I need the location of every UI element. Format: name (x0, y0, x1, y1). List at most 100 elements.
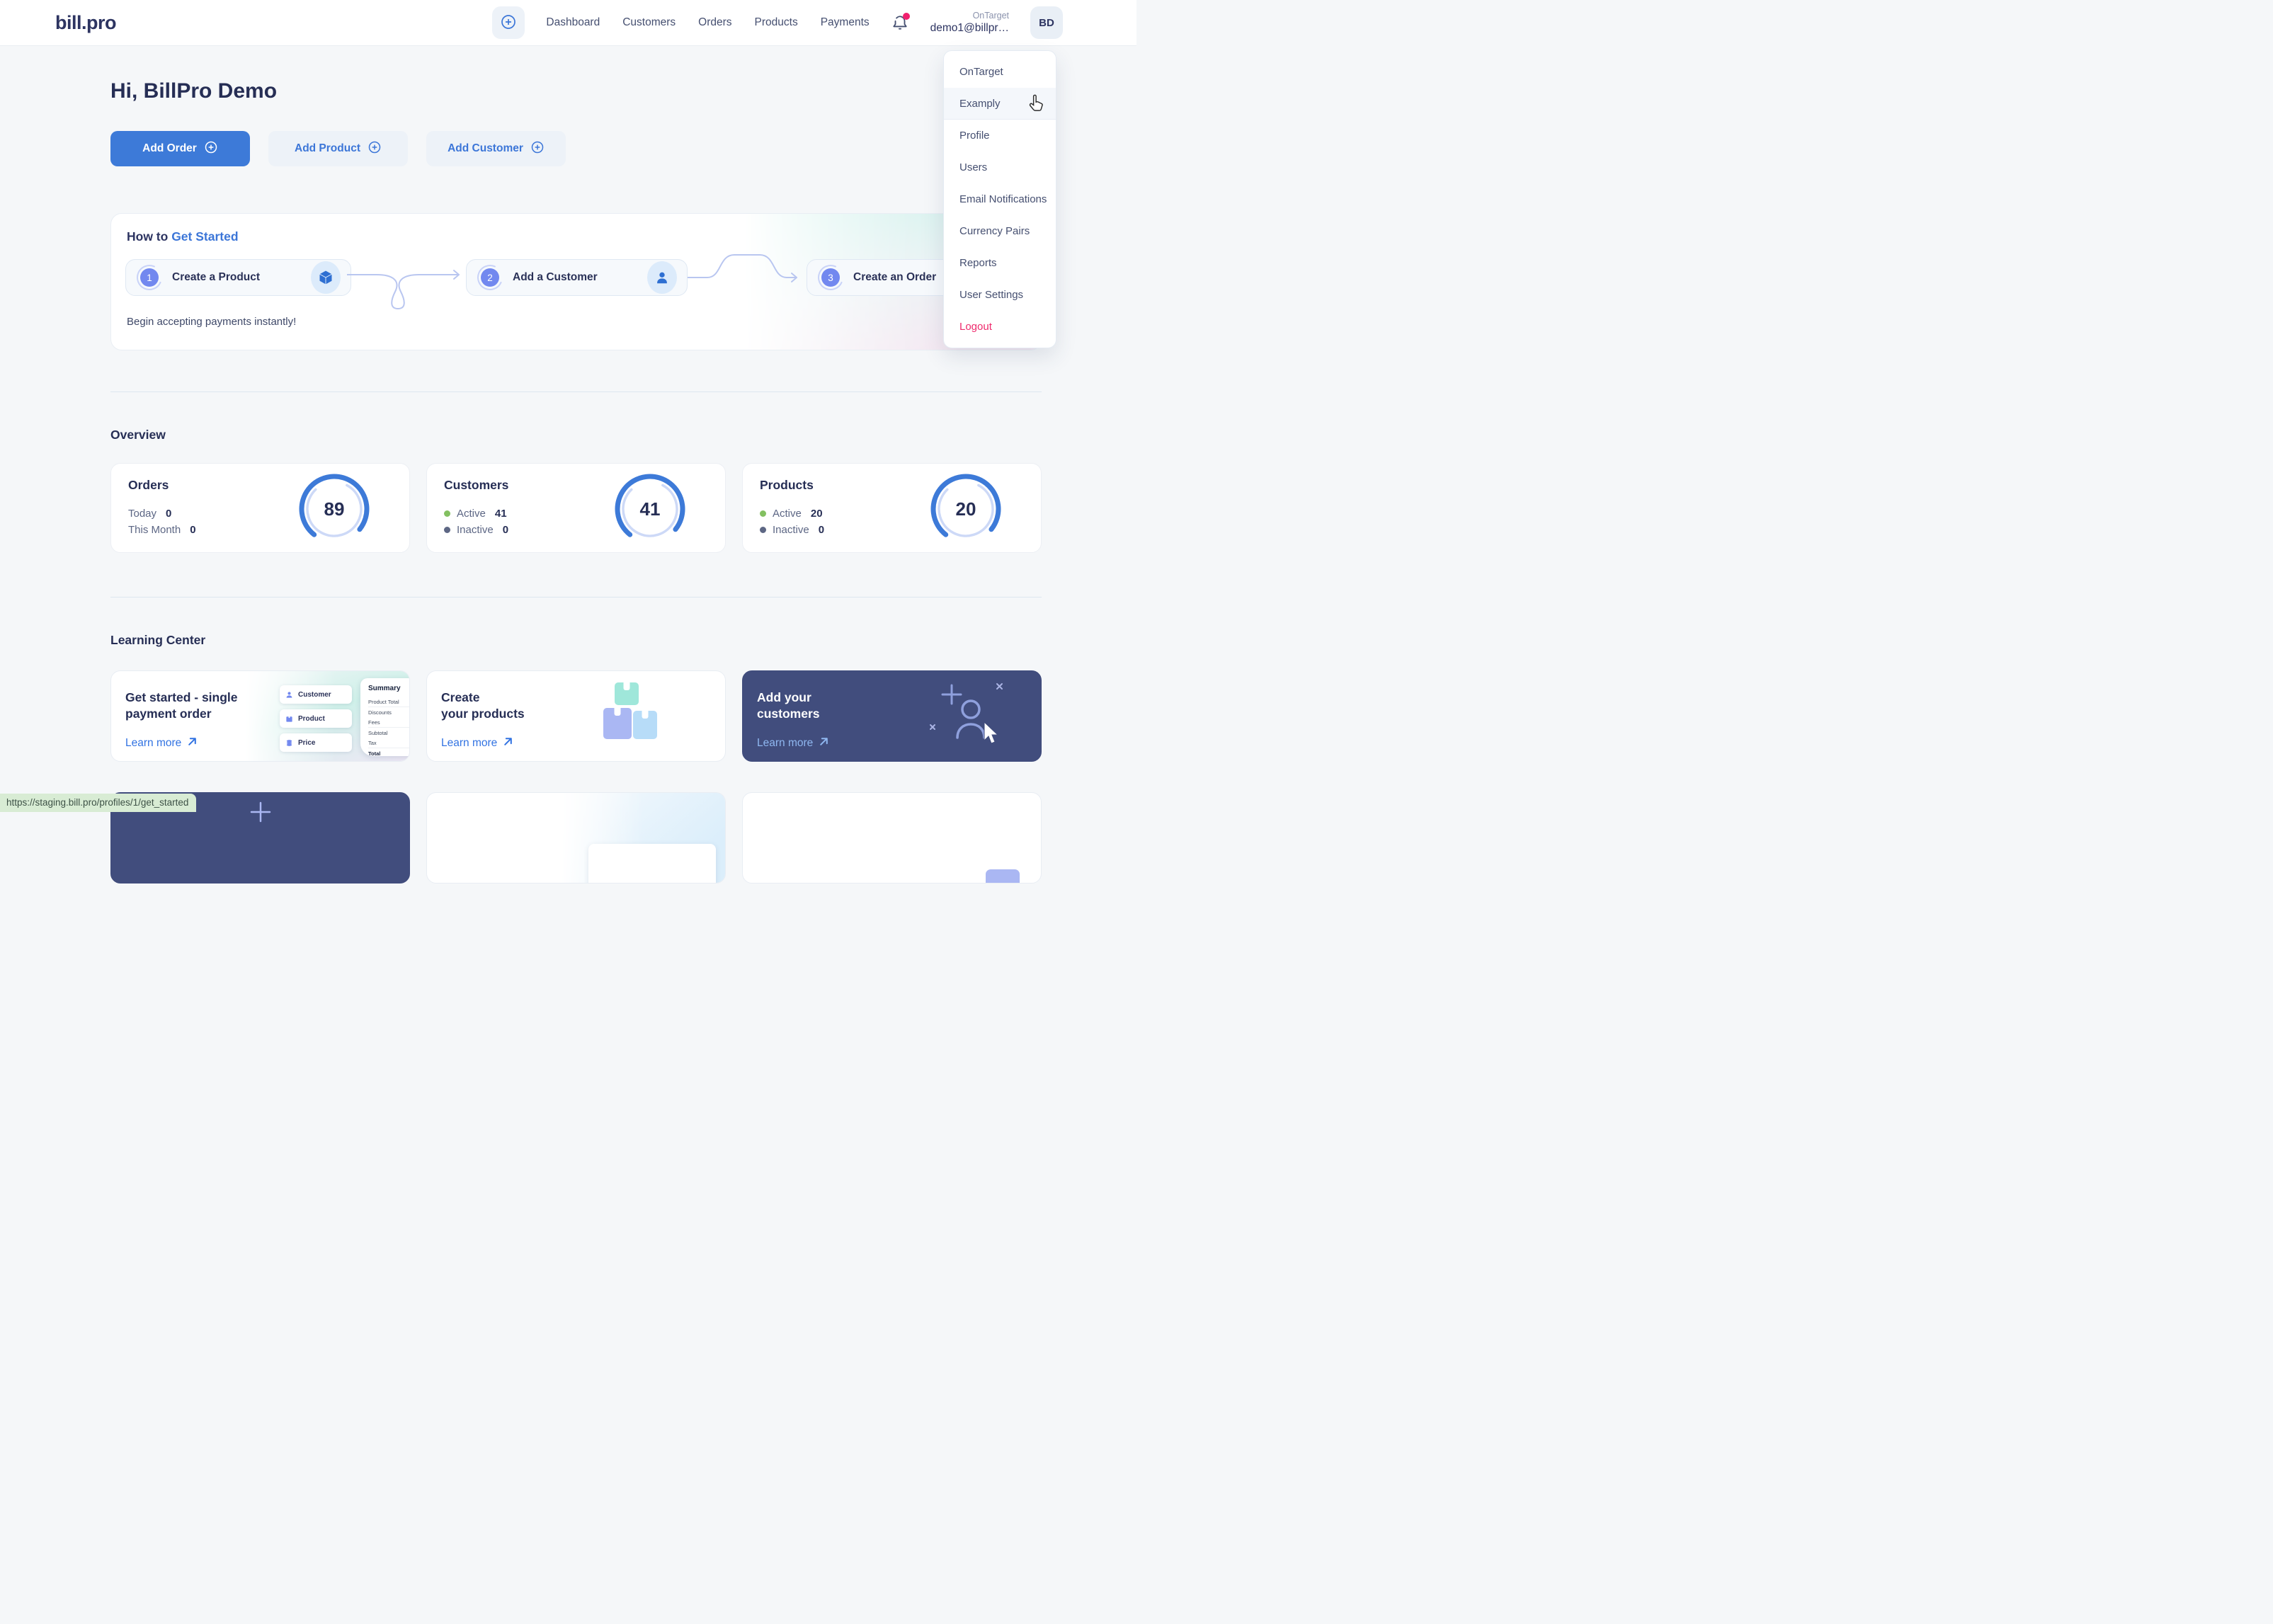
step-2-number: 2 (481, 268, 499, 287)
learning-card-single-payment[interactable]: Get started - single payment order Learn… (110, 670, 410, 762)
add-customer-illustration (911, 675, 1017, 761)
menu-item-examply[interactable]: Examply (944, 88, 1056, 120)
learning-card-title: Create your products (441, 690, 593, 722)
gauge-value: 41 (639, 498, 661, 520)
step-1-badge: 1 (136, 264, 163, 291)
nav-orders[interactable]: Orders (698, 16, 732, 28)
menu-item-currency-pairs[interactable]: Currency Pairs (959, 225, 1030, 237)
top-nav-bar: bill.pro Dashboard Customers Orders Prod… (0, 0, 1136, 46)
summary-title: Summary (368, 685, 401, 692)
summary-item: Product Total (368, 697, 409, 707)
mock-row-label: Price (298, 738, 316, 747)
packages-illustration (603, 682, 660, 752)
plus-circle-icon (530, 140, 545, 158)
add-product-label: Add Product (295, 142, 360, 154)
summary-item: Total (368, 750, 381, 757)
box-icon (286, 715, 292, 722)
menu-item-user-settings[interactable]: User Settings (959, 289, 1024, 301)
menu-item-reports[interactable]: Reports (959, 257, 997, 269)
learning-card-title: Get started - single payment order (125, 690, 278, 722)
learning-card-title: Add your customers (757, 690, 909, 722)
card-title: Products (760, 478, 814, 492)
learn-more-link[interactable]: Learn more (441, 736, 513, 750)
menu-item-profile[interactable]: Profile (959, 130, 990, 142)
stat-label: Inactive (773, 524, 809, 536)
learning-cards-row-2 (110, 792, 1042, 884)
learning-card-light-partial[interactable] (426, 792, 726, 884)
overview-card-orders[interactable]: Orders Today 0 This Month 0 89 (110, 463, 410, 553)
step-1-number: 1 (140, 268, 159, 287)
add-customer-label: Add Customer (448, 142, 523, 154)
learning-cards-row-1: Get started - single payment order Learn… (110, 670, 1042, 762)
overview-card-products[interactable]: Products Active 20 Inactive 0 20 (742, 463, 1042, 553)
stat-label: Active (773, 508, 802, 520)
add-order-button[interactable]: Add Order (110, 131, 250, 166)
hand-cursor-icon (1027, 93, 1044, 125)
menu-item-email-notifications[interactable]: Email Notifications (959, 193, 1047, 205)
nav-products[interactable]: Products (754, 16, 798, 28)
customer-person-icon (647, 261, 677, 294)
arrow-up-right-icon (187, 736, 198, 750)
avatar[interactable]: BD (1030, 6, 1063, 39)
person-icon (286, 691, 292, 698)
mock-price-row: Price (280, 733, 352, 752)
arrow-up-right-icon (819, 736, 829, 750)
step-3-label: Create an Order (853, 271, 937, 283)
learning-card-white-partial[interactable] (742, 792, 1042, 884)
coins-icon (286, 739, 292, 746)
summary-item: Tax (368, 738, 409, 748)
step-add-customer[interactable]: 2 Add a Customer (466, 259, 688, 296)
plus-icon (250, 801, 270, 823)
user-menu-dropdown: OnTarget Examply Profile Users Email Not… (943, 50, 1056, 348)
product-box-icon (311, 261, 341, 294)
nav-payments[interactable]: Payments (820, 16, 870, 28)
stat-value: 0 (818, 524, 825, 536)
notifications-bell-icon[interactable] (891, 13, 910, 32)
overview-cards: Orders Today 0 This Month 0 89 Customers A… (110, 463, 1042, 553)
learning-card-add-customers[interactable]: Add your customers Learn more (742, 670, 1042, 762)
overview-card-customers[interactable]: Customers Active 41 Inactive 0 41 (426, 463, 726, 553)
account-info[interactable]: OnTarget demo1@billpr… (930, 11, 1009, 35)
learning-center-heading: Learning Center (110, 633, 206, 647)
menu-item-examply-label: Examply (959, 98, 1001, 110)
customers-stats: Active 41 Inactive 0 (444, 508, 508, 540)
learn-more-link[interactable]: Learn more (125, 736, 198, 750)
notification-dot (902, 13, 910, 20)
mock-row-label: Product (298, 714, 325, 723)
summary-item: Subtotal (368, 729, 388, 736)
step-connector-loop (347, 270, 460, 310)
nav-dashboard[interactable]: Dashboard (546, 16, 600, 28)
stat-value: 0 (190, 524, 196, 536)
stat-label: Active (457, 508, 486, 520)
title-line: Create (441, 690, 480, 704)
add-product-button[interactable]: Add Product (268, 131, 408, 166)
get-started-link[interactable]: Get Started (171, 229, 239, 244)
stat-value: 41 (494, 508, 507, 520)
account-org: OnTarget (972, 10, 1009, 21)
stat-value: 0 (502, 524, 509, 536)
plus-circle-icon (368, 140, 382, 158)
menu-item-ontarget[interactable]: OnTarget (959, 66, 1003, 78)
orders-gauge: 89 (292, 467, 377, 551)
primary-nav: Dashboard Customers Orders Products Paym… (546, 16, 869, 29)
card-title: Customers (444, 478, 509, 492)
quick-add-button[interactable] (492, 6, 525, 39)
nav-customers[interactable]: Customers (622, 16, 676, 28)
learn-more-link[interactable]: Learn more (757, 736, 829, 750)
app-logo[interactable]: bill.pro (55, 11, 117, 33)
plus-circle-icon (204, 140, 218, 158)
learning-card-create-products[interactable]: Create your products Learn more (426, 670, 726, 762)
menu-item-users[interactable]: Users (959, 161, 988, 173)
menu-item-logout[interactable]: Logout (959, 321, 992, 333)
add-customer-button[interactable]: Add Customer (426, 131, 566, 166)
stat-label: Inactive (457, 524, 494, 536)
step-3-number: 3 (821, 268, 840, 287)
inactive-dot (444, 527, 450, 533)
section-divider (110, 391, 1042, 392)
gauge-value: 89 (324, 498, 345, 520)
learn-more-label: Learn more (125, 737, 182, 749)
header-right-cluster: Dashboard Customers Orders Products Paym… (492, 6, 1063, 39)
step-create-product[interactable]: 1 Create a Product (125, 259, 351, 296)
mock-customer-row: Customer (280, 685, 352, 704)
mock-panel (588, 844, 716, 883)
